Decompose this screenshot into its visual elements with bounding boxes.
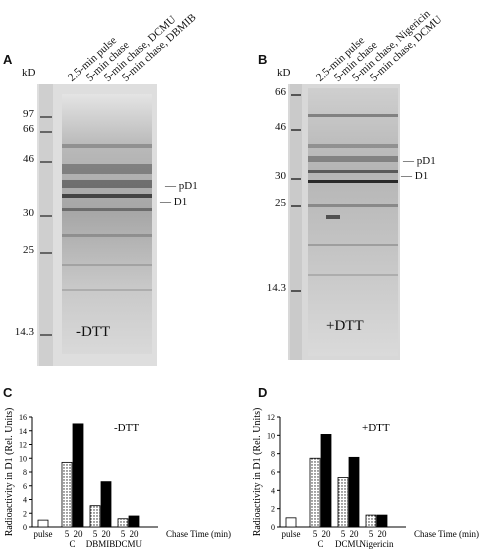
panel-d-ytick-label-1: 2 xyxy=(271,505,275,514)
panel-c-xlabel: Chase Time (min) xyxy=(166,529,231,539)
panel-a-marker-66: 66 xyxy=(23,123,34,135)
panel-c-bar-c-20 xyxy=(72,423,84,528)
panel-b-letter: B xyxy=(258,52,268,67)
panel-a-gel-image xyxy=(37,84,157,366)
panel-d-time-label-c-5: 5 xyxy=(313,529,318,539)
panel-c-ytick-label-5: 10 xyxy=(19,454,27,463)
panel-c-bar-dcmu-5 xyxy=(117,518,129,528)
panel-a-condition: -DTT xyxy=(76,324,111,340)
panel-d-ytick-label-2: 4 xyxy=(271,486,275,495)
panel-c-ytick-label-0: 0 xyxy=(23,523,27,532)
panel-d-time-label-nigericin-20: 20 xyxy=(378,529,388,539)
panel-d-bar-chart: Radioactivity in D1 (Rel. Units) 0 2 4 6 8 10 1… xyxy=(252,408,479,549)
panel-c-bar-dcmu-20 xyxy=(128,515,140,528)
panel-c-time-label-dcmu-20: 20 xyxy=(130,529,140,539)
panel-b-marker-46: 46 xyxy=(275,121,286,133)
panel-a-unit: kD xyxy=(22,67,36,79)
panel-b-marker-25: 25 xyxy=(275,197,286,209)
panel-b-band-pd1: — pD1 xyxy=(403,155,436,167)
panel-c-bar-dbmib-5 xyxy=(89,505,101,528)
panel-b-gel-image xyxy=(288,84,400,360)
panel-c-time-label-dbmib-5: 5 xyxy=(93,529,98,539)
panel-c-time-label-c-5: 5 xyxy=(65,529,70,539)
panel-c-bar-c-5 xyxy=(61,461,73,528)
panel-c-ytick-label-4: 8 xyxy=(23,468,27,477)
panel-d-ytick-label-0: 0 xyxy=(271,523,275,532)
panel-c-letter: C xyxy=(3,385,13,400)
panel-c-bar-pulse-pulse xyxy=(37,519,49,528)
panel-a-band-d1: — D1 xyxy=(160,196,188,208)
panel-c-time-label-dbmib-20: 20 xyxy=(102,529,112,539)
panel-b-marker-30: 30 xyxy=(275,170,286,182)
panel-d-bar-c-5 xyxy=(309,457,321,528)
panel-a-band-pd1: — pD1 xyxy=(165,180,198,192)
panel-c-time-label-dcmu-5: 5 xyxy=(121,529,126,539)
panel-b-marker-66: 66 xyxy=(275,86,286,98)
panel-c-time-label-c-20: 20 xyxy=(74,529,84,539)
panel-c-ytick-label-2: 4 xyxy=(23,496,27,505)
panel-d-bar-dcmu-5 xyxy=(337,477,349,528)
panel-d-ytick-label-6: 12 xyxy=(267,413,275,422)
panel-c-ytick-label-1: 2 xyxy=(23,509,27,518)
panel-d-time-label-nigericin-5: 5 xyxy=(369,529,374,539)
panel-c-bar-chart: Radioactivity in D1 (Rel. Units) 0 2 4 6 8 10 1… xyxy=(4,408,231,549)
panel-d-ytick-label-3: 6 xyxy=(271,468,275,477)
panel-d-letter: D xyxy=(258,385,268,400)
panel-d-ylabel: Radioactivity in D1 (Rel. Units) xyxy=(252,408,263,537)
panel-c-group-label-c: C xyxy=(69,539,75,549)
panel-c-ytick-label-3: 6 xyxy=(23,482,27,491)
panel-d-bar-pulse-pulse xyxy=(285,517,297,528)
panel-c-annotation: -DTT xyxy=(114,422,139,434)
panel-d-group-label-nigericin: Nigericin xyxy=(360,539,394,549)
panel-a-letter: A xyxy=(3,52,13,67)
panel-c-ytick-label-6: 12 xyxy=(19,441,27,450)
panel-c-group-label-pulse: pulse xyxy=(34,529,53,539)
panel-b-marker-14: 14.3 xyxy=(266,282,286,294)
panel-a-marker-30: 30 xyxy=(23,207,34,219)
panel-d-ytick-label-4: 8 xyxy=(271,450,275,459)
panel-d-ytick-label-5: 10 xyxy=(267,431,275,440)
panel-a-marker-14: 14.3 xyxy=(14,326,34,338)
panel-c-bar-dbmib-20 xyxy=(100,481,112,528)
panel-b-condition: +DTT xyxy=(326,318,364,334)
panel-d-bar-nigericin-5 xyxy=(365,514,377,528)
panel-d-time-label-dcmu-5: 5 xyxy=(341,529,346,539)
panel-d-time-label-dcmu-20: 20 xyxy=(350,529,360,539)
panel-d-group-label-dcmu: DCMU xyxy=(335,539,363,549)
panel-d-annotation: +DTT xyxy=(362,422,390,434)
panel-d-group-label-pulse: pulse xyxy=(282,529,301,539)
panel-d-time-label-c-20: 20 xyxy=(322,529,332,539)
panel-a-marker-46: 46 xyxy=(23,153,34,165)
panel-b-band-d1: — D1 xyxy=(401,170,429,182)
panel-c-ytick-label-7: 14 xyxy=(19,427,27,436)
panel-d-bar-c-20 xyxy=(320,434,332,528)
panel-d-group-label-c: C xyxy=(317,539,323,549)
panel-c-group-label-dcmu: DCMU xyxy=(115,539,143,549)
panel-c-group-label-dbmib: DBMIB xyxy=(86,539,116,549)
panel-a-marker-97: 97 xyxy=(23,108,34,120)
panel-d-bar-dcmu-20 xyxy=(348,456,360,528)
panel-c-ylabel: Radioactivity in D1 (Rel. Units) xyxy=(4,408,15,537)
panel-c-ytick-label-8: 16 xyxy=(19,413,27,422)
panel-d-bar-nigericin-20 xyxy=(376,514,388,528)
panel-a-marker-25: 25 xyxy=(23,244,34,256)
panel-b-unit: kD xyxy=(277,67,291,79)
panel-d-xlabel: Chase Time (min) xyxy=(414,529,479,539)
